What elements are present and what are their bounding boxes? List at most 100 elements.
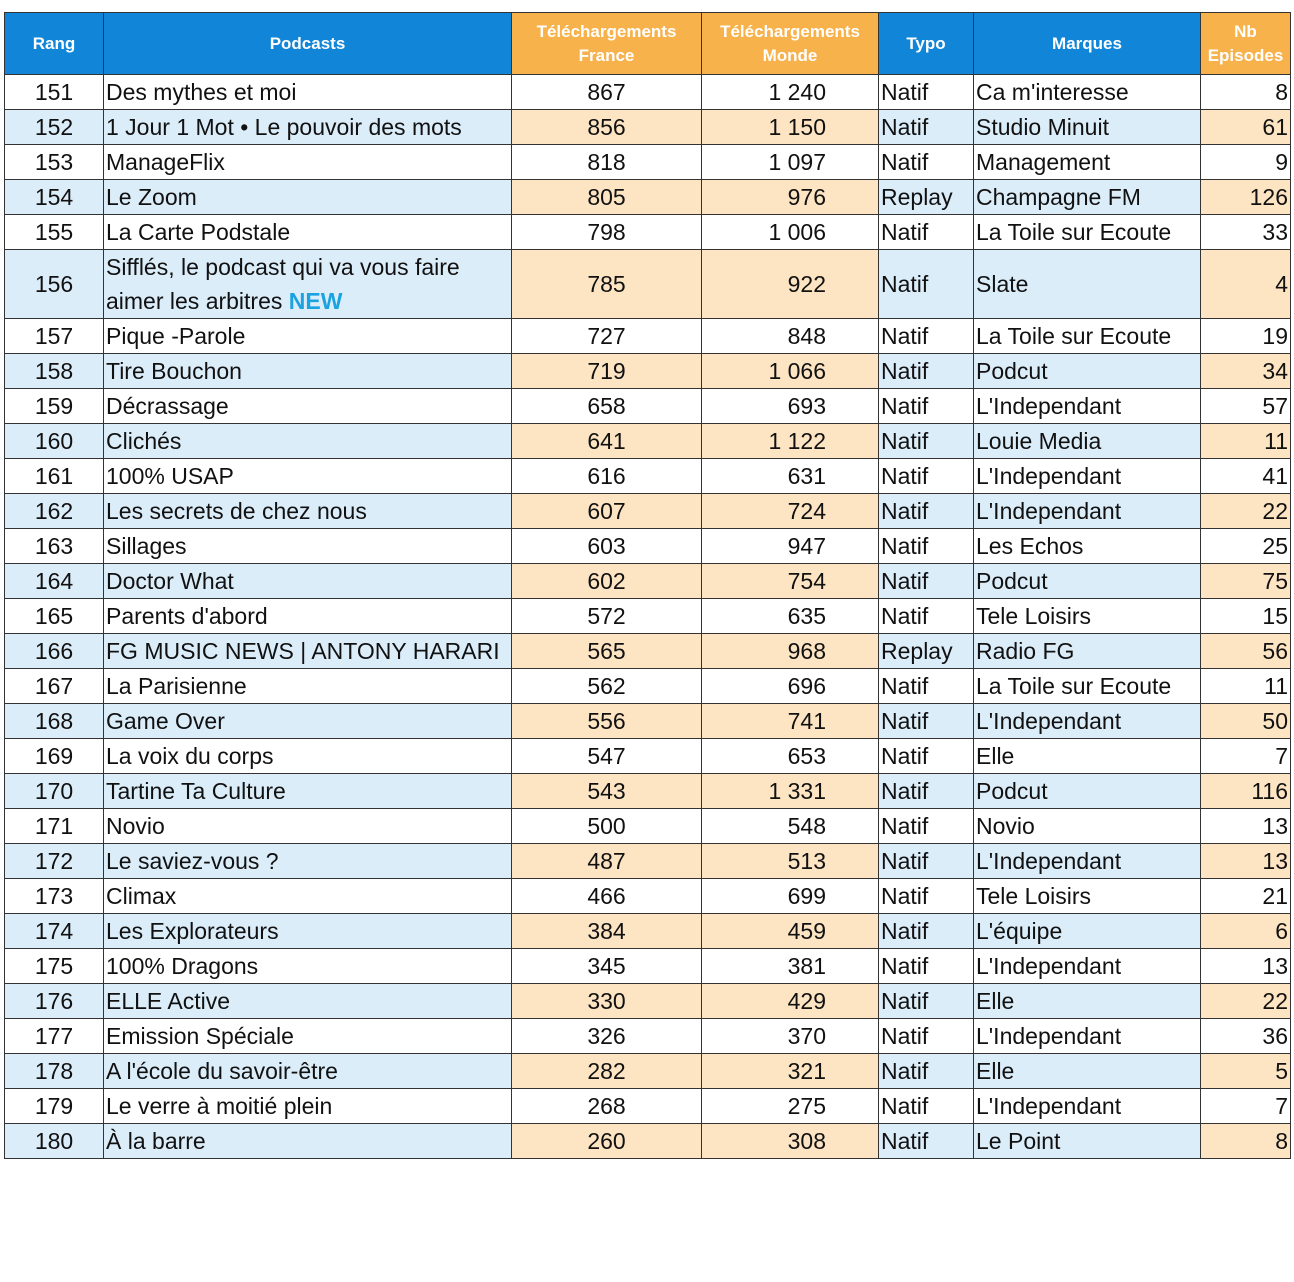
- table-row: 174 Les Explorateurs 384 459 Natif L'équipe 6: [4, 913, 1291, 949]
- downloads-world-cell: 741: [701, 703, 879, 739]
- brand-cell: Slate: [973, 249, 1201, 319]
- brand-cell: L'Independant: [973, 458, 1201, 494]
- rank-cell: 157: [4, 318, 104, 354]
- podcast-cell: Doctor What: [103, 563, 512, 599]
- downloads-world-cell: 1 066: [701, 353, 879, 389]
- type-cell: Natif: [878, 773, 974, 809]
- episodes-cell: 11: [1200, 668, 1291, 704]
- podcast-cell: Décrassage: [103, 388, 512, 424]
- table-row: 166 FG MUSIC NEWS | ANTONY HARARI 565 968 Re…: [4, 633, 1291, 669]
- header-cell: Téléchargements France: [511, 12, 702, 75]
- episodes-cell: 41: [1200, 458, 1291, 494]
- episodes-cell: 8: [1200, 1123, 1291, 1159]
- downloads-france-cell: 658: [511, 388, 702, 424]
- downloads-france-cell: 500: [511, 808, 702, 844]
- brand-cell: L'Independant: [973, 1018, 1201, 1054]
- brand-cell: Elle: [973, 738, 1201, 774]
- podcast-cell: ManageFlix: [103, 144, 512, 180]
- episodes-cell: 22: [1200, 983, 1291, 1019]
- podcast-cell: Climax: [103, 878, 512, 914]
- header-cell: Marques: [973, 12, 1201, 75]
- downloads-france-cell: 260: [511, 1123, 702, 1159]
- downloads-world-cell: 693: [701, 388, 879, 424]
- podcast-cell: 100% Dragons: [103, 948, 512, 984]
- rank-cell: 161: [4, 458, 104, 494]
- downloads-world-cell: 1 240: [701, 74, 879, 110]
- podcast-cell: A l'école du savoir-être: [103, 1053, 512, 1089]
- podcast-cell: La Parisienne: [103, 668, 512, 704]
- episodes-cell: 13: [1200, 843, 1291, 879]
- downloads-world-cell: 696: [701, 668, 879, 704]
- table-row: 171 Novio 500 548 Natif Novio 13: [4, 808, 1291, 844]
- table-row: 156 Sifflés, le podcast qui va vous faire…: [4, 249, 1291, 319]
- episodes-cell: 34: [1200, 353, 1291, 389]
- header-cell: Podcasts: [103, 12, 512, 75]
- type-cell: Natif: [878, 423, 974, 459]
- episodes-cell: 33: [1200, 214, 1291, 250]
- brand-cell: L'Independant: [973, 948, 1201, 984]
- brand-cell: L'Independant: [973, 1088, 1201, 1124]
- episodes-cell: 15: [1200, 598, 1291, 634]
- rank-cell: 153: [4, 144, 104, 180]
- downloads-world-cell: 275: [701, 1088, 879, 1124]
- rank-cell: 170: [4, 773, 104, 809]
- type-cell: Natif: [878, 109, 974, 145]
- header-cell: Rang: [4, 12, 104, 75]
- brand-cell: Studio Minuit: [973, 109, 1201, 145]
- downloads-france-cell: 326: [511, 1018, 702, 1054]
- type-cell: Natif: [878, 563, 974, 599]
- podcast-cell: 1 Jour 1 Mot • Le pouvoir des mots: [103, 109, 512, 145]
- rank-cell: 159: [4, 388, 104, 424]
- table-row: 164 Doctor What 602 754 Natif Podcut 75: [4, 563, 1291, 599]
- podcast-cell: À la barre: [103, 1123, 512, 1159]
- type-cell: Natif: [878, 144, 974, 180]
- downloads-world-cell: 321: [701, 1053, 879, 1089]
- table-row: 162 Les secrets de chez nous 607 724 Natif L'…: [4, 493, 1291, 529]
- rank-cell: 169: [4, 738, 104, 774]
- type-cell: Natif: [878, 843, 974, 879]
- episodes-cell: 126: [1200, 179, 1291, 215]
- rank-cell: 155: [4, 214, 104, 250]
- brand-cell: Tele Loisirs: [973, 598, 1201, 634]
- downloads-world-cell: 922: [701, 249, 879, 319]
- rank-cell: 158: [4, 353, 104, 389]
- type-cell: Natif: [878, 249, 974, 319]
- rank-cell: 151: [4, 74, 104, 110]
- type-cell: Natif: [878, 738, 974, 774]
- downloads-france-cell: 641: [511, 423, 702, 459]
- table-row: 151 Des mythes et moi 867 1 240 Natif Ca m'in…: [4, 74, 1291, 110]
- header-row: Rang Podcasts Téléchargements France Téléch…: [4, 12, 1291, 75]
- podcast-cell: 100% USAP: [103, 458, 512, 494]
- type-cell: Natif: [878, 1018, 974, 1054]
- episodes-cell: 57: [1200, 388, 1291, 424]
- downloads-world-cell: 976: [701, 179, 879, 215]
- downloads-france-cell: 268: [511, 1088, 702, 1124]
- header-cell: Typo: [878, 12, 974, 75]
- type-cell: Replay: [878, 179, 974, 215]
- downloads-world-cell: 635: [701, 598, 879, 634]
- rank-cell: 175: [4, 948, 104, 984]
- brand-cell: L'équipe: [973, 913, 1201, 949]
- brand-cell: La Toile sur Ecoute: [973, 214, 1201, 250]
- podcast-cell: Tire Bouchon: [103, 353, 512, 389]
- episodes-cell: 8: [1200, 74, 1291, 110]
- brand-cell: Champagne FM: [973, 179, 1201, 215]
- type-cell: Natif: [878, 948, 974, 984]
- downloads-france-cell: 487: [511, 843, 702, 879]
- downloads-world-cell: 381: [701, 948, 879, 984]
- type-cell: Natif: [878, 318, 974, 354]
- episodes-cell: 36: [1200, 1018, 1291, 1054]
- brand-cell: Podcut: [973, 773, 1201, 809]
- downloads-world-cell: 1 150: [701, 109, 879, 145]
- downloads-france-cell: 785: [511, 249, 702, 319]
- downloads-france-cell: 603: [511, 528, 702, 564]
- episodes-cell: 19: [1200, 318, 1291, 354]
- downloads-world-cell: 548: [701, 808, 879, 844]
- podcast-cell: ELLE Active: [103, 983, 512, 1019]
- type-cell: Natif: [878, 353, 974, 389]
- episodes-cell: 9: [1200, 144, 1291, 180]
- table-row: 157 Pique -Parole 727 848 Natif La Toile sur …: [4, 318, 1291, 354]
- rank-cell: 163: [4, 528, 104, 564]
- episodes-cell: 5: [1200, 1053, 1291, 1089]
- brand-cell: L'Independant: [973, 703, 1201, 739]
